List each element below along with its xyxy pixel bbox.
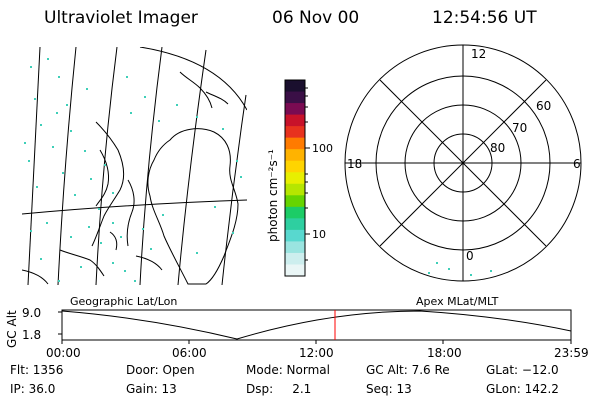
altitude-curve <box>61 310 572 340</box>
map-latitude-line <box>22 199 247 215</box>
colorbar-gradient <box>285 80 305 277</box>
colorbar-tick-100: 100 <box>312 142 333 155</box>
geographic-map <box>22 47 247 285</box>
time-tick-2: 12:00 <box>299 346 334 360</box>
map-longitude-lines <box>27 47 247 285</box>
colorbar-cell <box>285 264 305 277</box>
mode-status: Mode: Normal <box>246 363 330 377</box>
mlt-label-18: 18 <box>347 157 362 171</box>
uv-emission-pixels <box>24 58 242 282</box>
colorbar-cell <box>285 229 305 243</box>
colorbar-cell <box>285 103 305 116</box>
polar-plot <box>344 44 582 282</box>
geographic-longitude: GLon: 142.2 <box>486 382 559 396</box>
alt-tick-9: 9.0 <box>22 306 41 320</box>
colorbar-cell <box>285 160 305 173</box>
gc-altitude: GC Alt: 7.6 Re <box>366 363 450 377</box>
colorbar-cell <box>285 149 305 162</box>
time-tick-3: 18:00 <box>427 346 462 360</box>
colorbar-unit-label: photon cm⁻²s⁻¹ <box>266 149 280 242</box>
mlt-label-6: 6 <box>573 157 581 171</box>
colorbar-cell <box>285 91 305 104</box>
mlt-label-0: 0 <box>466 249 474 263</box>
ip-value: IP: 36.0 <box>10 382 56 396</box>
colorbar-cell <box>285 80 305 93</box>
date-label: 06 Nov 00 <box>272 8 360 28</box>
alt-axis-label: GC Alt <box>5 310 19 348</box>
time-tick-1: 06:00 <box>172 346 207 360</box>
colorbar-cell <box>285 137 305 150</box>
time-label: 12:54:56 UT <box>432 8 537 28</box>
sequence-value: Seq: 13 <box>366 382 412 396</box>
colorbar-cell <box>285 114 305 127</box>
gain-value: Gain: 13 <box>126 382 177 396</box>
mlat-label-60: 60 <box>536 99 551 113</box>
dsp-value: Dsp: 2.1 <box>246 382 312 396</box>
mlat-label-70: 70 <box>512 121 527 135</box>
geographic-label: Geographic Lat/Lon <box>70 295 177 308</box>
colorbar-cell <box>285 172 305 185</box>
time-tick-4: 23:59 <box>554 346 589 360</box>
colorbar-cell <box>285 218 305 231</box>
door-status: Door: Open <box>126 363 195 377</box>
apex-label: Apex MLat/MLT <box>416 295 499 308</box>
instrument-title: Ultraviolet Imager <box>44 8 198 28</box>
colorbar-cell <box>285 195 305 208</box>
map-boundary-arc <box>139 47 247 111</box>
colorbar-cell <box>285 206 305 219</box>
colorbar-cell <box>285 183 305 196</box>
colorbar-cell <box>285 252 305 266</box>
mlat-label-80: 80 <box>490 141 505 155</box>
colorbar: 100 10 photon cm⁻²s⁻¹ <box>266 79 333 277</box>
map-coastlines <box>22 71 239 285</box>
time-tick-0: 00:00 <box>46 346 81 360</box>
flight-number: Flt: 1356 <box>10 363 64 377</box>
polar-emission-pixels <box>428 262 492 276</box>
colorbar-cell <box>285 126 305 139</box>
colorbar-cell <box>285 241 305 254</box>
colorbar-tick-10: 10 <box>312 228 326 241</box>
mlt-label-12: 12 <box>471 47 486 61</box>
alt-tick-1-8: 1.8 <box>22 328 41 342</box>
altitude-plot: Geographic Lat/Lon Apex MLat/MLT 9.0 1.8… <box>5 295 589 360</box>
geographic-latitude: GLat: −12.0 <box>486 363 559 377</box>
